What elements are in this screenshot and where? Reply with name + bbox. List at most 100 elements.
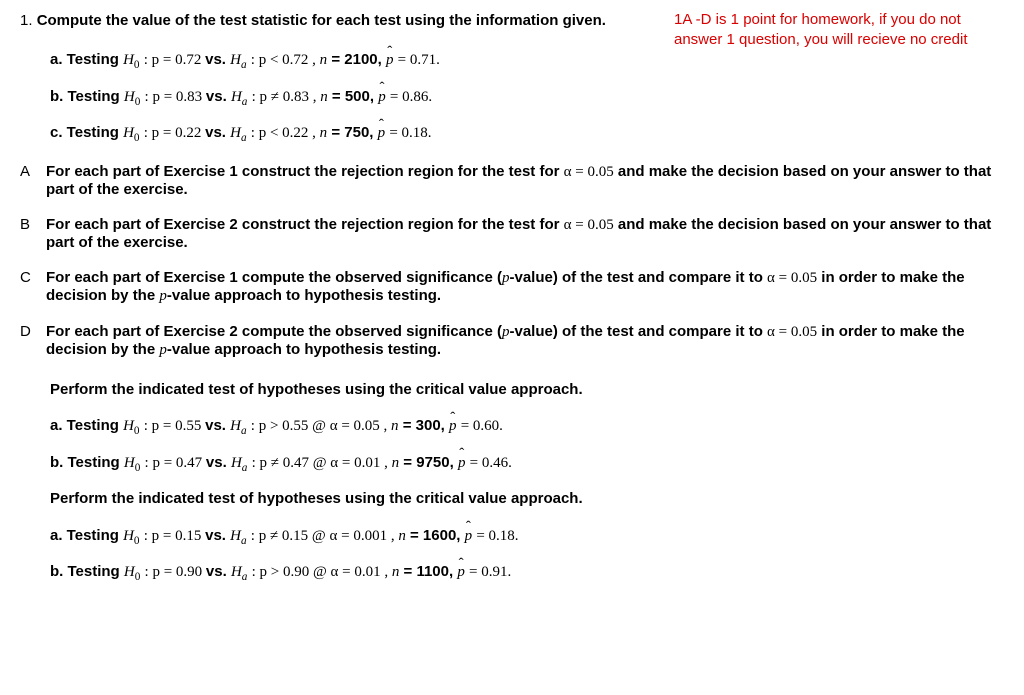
set2-part-b: b. Testing H0 : p = 0.90 vs. Ha : p > 0.… [50, 561, 1004, 584]
vs-label: vs. [205, 527, 226, 544]
math: = 0.60. [461, 418, 503, 434]
set2-part-a: a. Testing H0 : p = 0.15 vs. Ha : p ≠ 0.… [50, 525, 1004, 548]
math: = 0.46. [470, 455, 512, 471]
part-c-label: c. Testing [50, 124, 123, 141]
section-C-label: C [20, 269, 46, 305]
math: H [123, 52, 134, 68]
math: : p = 0.55 [144, 418, 205, 434]
math-sub: a [241, 132, 247, 144]
vs-label: vs. [205, 417, 226, 434]
q1-title: Compute the value of the test statistic … [37, 12, 606, 29]
math-sub: a [241, 59, 247, 71]
math-sub: 0 [134, 425, 140, 437]
part-a-label: a. Testing [50, 51, 123, 68]
math: = 0.86. [390, 89, 432, 105]
math: H [230, 418, 241, 434]
section-B-text1: For each part of Exercise 2 construct th… [46, 216, 564, 233]
vs-label: vs. [205, 51, 226, 68]
section-D-text2: -value) of the test and compare it to [509, 323, 767, 340]
n-val: = 1600, [406, 527, 465, 544]
q1-part-a: a. Testing H0 : p = 0.72 vs. Ha : p < 0.… [50, 49, 1004, 72]
math: : p = 0.47 [145, 455, 206, 471]
section-D-text4: -value approach to hypothesis testing. [167, 341, 441, 358]
vs-label: vs. [205, 124, 226, 141]
homework-note: 1A -D is 1 point for homework, if you do… [664, 10, 1004, 49]
note-line1: 1A -D is 1 point for homework, if you do… [674, 11, 961, 28]
math-sub: a [242, 462, 248, 474]
section-A: A For each part of Exercise 1 construct … [20, 163, 1004, 198]
n-val: = 2100, [327, 51, 386, 68]
math: = 0.91. [469, 564, 511, 580]
math-sub: 0 [134, 132, 140, 144]
math: H [123, 528, 134, 544]
math: = 0.18. [389, 125, 431, 141]
math: H [123, 125, 134, 141]
part-a-label: a. Testing [50, 527, 123, 544]
math-sub: 0 [134, 535, 140, 547]
p-hat: p [386, 49, 394, 72]
n-var: n [391, 418, 399, 434]
vs-label: vs. [206, 88, 227, 105]
math: : p < 0.72 , [251, 52, 320, 68]
section-A-label: A [20, 163, 46, 198]
section-B: B For each part of Exercise 2 construct … [20, 216, 1004, 251]
math: : p = 0.83 [145, 89, 206, 105]
math: : p = 0.90 [145, 564, 206, 580]
n-var: n [320, 89, 328, 105]
n-var: n [398, 528, 406, 544]
math: : p ≠ 0.15 @ α = 0.001 , [251, 528, 399, 544]
section-C: C For each part of Exercise 1 compute th… [20, 269, 1004, 305]
section-A-text1: For each part of Exercise 1 construct th… [46, 163, 564, 180]
math: : p < 0.22 , [251, 125, 320, 141]
p-hat: p [449, 415, 457, 438]
math: H [230, 528, 241, 544]
section-D-label: D [20, 323, 46, 359]
math: H [231, 89, 242, 105]
p-hat: p [458, 452, 466, 475]
p-italic: p [159, 288, 167, 304]
math: H [230, 52, 241, 68]
n-val: = 500, [328, 88, 378, 105]
alpha: α = 0.05 [767, 324, 817, 340]
part-b-label: b. Testing [50, 563, 124, 580]
part-b-label: b. Testing [50, 88, 124, 105]
vs-label: vs. [206, 454, 227, 471]
set1-heading: Perform the indicated test of hypotheses… [50, 379, 1004, 402]
part-a-label: a. Testing [50, 417, 123, 434]
section-D-text1: For each part of Exercise 2 compute the … [46, 323, 502, 340]
n-val: = 9750, [399, 454, 458, 471]
math-sub: a [242, 96, 248, 108]
section-C-text1: For each part of Exercise 1 compute the … [46, 269, 502, 286]
note-line2: answer 1 question, you will recieve no c… [674, 31, 967, 48]
math: H [230, 125, 241, 141]
section-D: D For each part of Exercise 2 compute th… [20, 323, 1004, 359]
math-sub: 0 [135, 462, 141, 474]
part-b-label: b. Testing [50, 454, 124, 471]
math-sub: 0 [134, 59, 140, 71]
math-sub: a [242, 571, 248, 583]
math: H [123, 418, 134, 434]
set1-part-b: b. Testing H0 : p = 0.47 vs. Ha : p ≠ 0.… [50, 452, 1004, 475]
n-val: = 1100, [399, 563, 457, 580]
alpha: α = 0.05 [767, 270, 817, 286]
alpha: α = 0.05 [564, 164, 614, 180]
math: : p = 0.22 [144, 125, 205, 141]
n-val: = 300, [399, 417, 449, 434]
set1-part-a: a. Testing H0 : p = 0.55 vs. Ha : p > 0.… [50, 415, 1004, 438]
alpha: α = 0.05 [564, 217, 614, 233]
math: H [124, 564, 135, 580]
section-C-text4: -value approach to hypothesis testing. [167, 287, 441, 304]
math: : p > 0.90 @ α = 0.01 , [252, 564, 392, 580]
p-hat: p [378, 122, 386, 145]
math: = 0.18. [476, 528, 518, 544]
q1-part-c: c. Testing H0 : p = 0.22 vs. Ha : p < 0.… [50, 122, 1004, 145]
p-hat: p [465, 525, 473, 548]
vs-label: vs. [206, 563, 227, 580]
math: H [231, 455, 242, 471]
p-italic: p [159, 342, 167, 358]
math: : p = 0.72 [144, 52, 205, 68]
math: : p ≠ 0.47 @ α = 0.01 , [252, 455, 392, 471]
section-B-label: B [20, 216, 46, 251]
n-val: = 750, [327, 124, 377, 141]
math: : p = 0.15 [144, 528, 205, 544]
